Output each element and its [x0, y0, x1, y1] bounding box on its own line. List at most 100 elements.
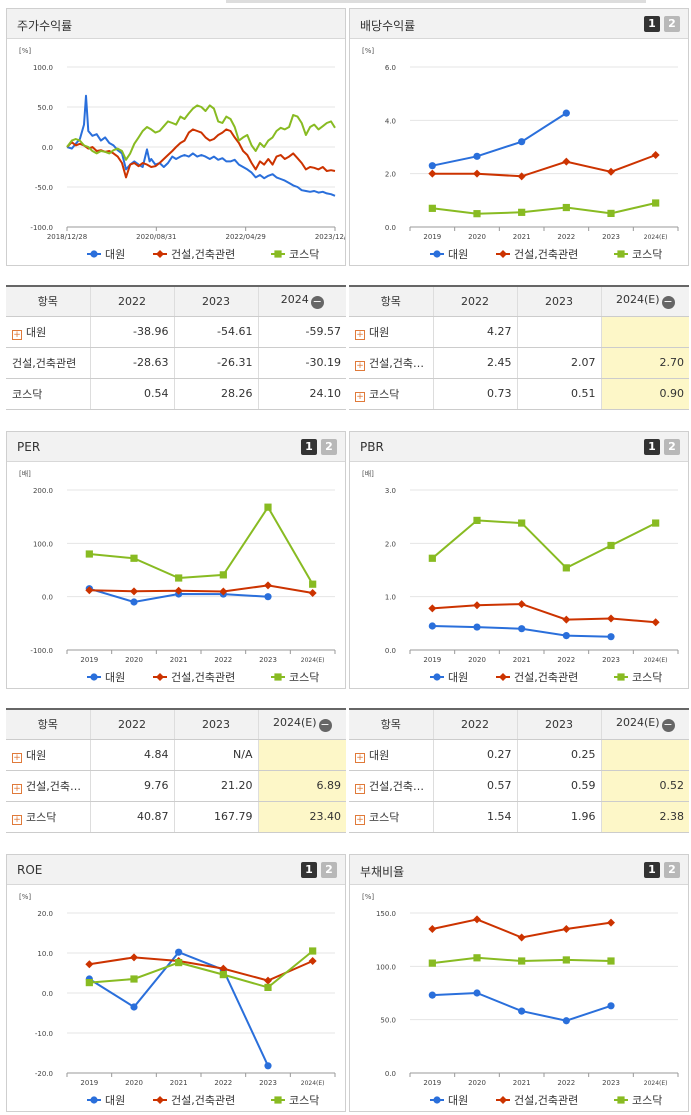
- y-tick-label: 0.0: [385, 647, 396, 655]
- unit-label: [%]: [19, 893, 31, 901]
- collapse-column-button[interactable]: −: [310, 295, 324, 310]
- legend-label: 코스닥: [632, 671, 662, 684]
- row-label: + 대원: [6, 316, 90, 348]
- x-tick-label: 2021: [513, 233, 531, 241]
- chart-tab-1[interactable]: 1: [644, 16, 660, 32]
- y-tick-label: 2.0: [385, 540, 396, 548]
- x-tick-label: 2023: [602, 1079, 620, 1087]
- data-point: [428, 604, 437, 613]
- y-tick-label: 6.0: [385, 64, 396, 72]
- column-header-label: 2024(E): [272, 716, 317, 730]
- table-cell: 28.26: [173, 378, 258, 410]
- expand-row-button[interactable]: +: [12, 752, 22, 763]
- chart-tab-2[interactable]: 2: [321, 862, 337, 878]
- chart-tab-1[interactable]: 1: [301, 862, 317, 878]
- column-header-label: 2022: [461, 717, 489, 731]
- table-cell: 2.07: [516, 347, 601, 379]
- column-header-label: 항목: [37, 718, 58, 732]
- unit-label: [%]: [362, 47, 374, 55]
- expand-row-button[interactable]: +: [355, 783, 365, 794]
- x-tick-label: 2022: [557, 656, 575, 664]
- x-tick-label: 2021: [170, 1079, 188, 1087]
- data-point: [518, 138, 526, 146]
- collapse-column-button[interactable]: −: [318, 718, 332, 733]
- chart-tab-1[interactable]: 1: [644, 862, 660, 878]
- data-point: [473, 623, 481, 631]
- expand-row-button[interactable]: +: [355, 752, 365, 763]
- y-tick-label: 10.0: [37, 950, 53, 958]
- series-line: [88, 951, 269, 1067]
- x-tick-label: 2023: [259, 656, 277, 664]
- header-row: 항목 2022 2023 2024(E) −: [6, 709, 346, 740]
- data-point: [130, 953, 138, 962]
- data-point: [264, 503, 272, 511]
- row-label: + 건설,건축관련: [6, 770, 90, 802]
- column-header: 항목: [349, 286, 433, 317]
- chart-tab-1[interactable]: 1: [644, 439, 660, 455]
- data-point: [130, 587, 138, 596]
- x-tick-label: 2020: [468, 233, 486, 241]
- table-row: + 대원 0.27 0.25: [349, 739, 689, 771]
- data-point: [264, 1062, 272, 1070]
- column-header-label: 2022: [461, 294, 489, 308]
- table-row: + 건설,건축관련 0.57 0.59 0.52: [349, 770, 689, 802]
- panel-title: PBR: [360, 440, 384, 454]
- chart-tab-2[interactable]: 2: [664, 16, 680, 32]
- plot-area: [428, 516, 660, 641]
- top-tab-strip: [226, 0, 646, 3]
- stock-return-panel: 주가수익률 [%] 100.0 50.0 0.0 -50.0 -100.0 2018/12/…: [6, 8, 355, 266]
- row-label-text: 대원: [26, 748, 47, 762]
- data-point: [473, 954, 481, 962]
- legend-label: 건설,건축관련: [514, 248, 578, 261]
- collapse-column-button[interactable]: −: [661, 718, 675, 733]
- legend-label: 대원: [448, 1094, 468, 1107]
- collapse-column-button[interactable]: −: [661, 295, 675, 310]
- expand-row-button[interactable]: +: [12, 783, 22, 794]
- column-header-label: 항목: [37, 295, 58, 309]
- data-point: [90, 673, 98, 681]
- expand-row-button[interactable]: +: [355, 814, 365, 825]
- expand-row-button[interactable]: +: [12, 329, 22, 340]
- chart-tab-2[interactable]: 2: [664, 439, 680, 455]
- table-cell: 2.38: [600, 801, 689, 833]
- data-point: [428, 991, 436, 999]
- legend: 대원 건설,건축관련 코스닥: [87, 248, 319, 261]
- data-point: [433, 250, 441, 258]
- expand-row-button[interactable]: +: [12, 814, 22, 825]
- row-label-text: 코스닥: [26, 810, 57, 824]
- row-label-text: 건설,건축관련: [26, 779, 90, 793]
- y-tick-label: 0.0: [42, 990, 53, 998]
- legend-label: 코스닥: [289, 1094, 319, 1107]
- expand-row-button[interactable]: +: [355, 391, 365, 402]
- data-point: [130, 554, 138, 562]
- chart-tab-1[interactable]: 1: [301, 439, 317, 455]
- legend: 대원 건설,건축관련 코스닥: [430, 671, 662, 684]
- x-tick-label: 2019: [423, 1079, 441, 1087]
- per-chart: [배] 200.0 100.0 0.0 -100.0 2019 2020 2021 2022 20…: [19, 469, 336, 684]
- grid: [67, 912, 335, 1074]
- data-point: [428, 204, 436, 212]
- data-point: [473, 210, 481, 218]
- table-cell: 6.89: [257, 770, 346, 802]
- y-tick-label: -100.0: [30, 224, 53, 232]
- series-line: [432, 991, 612, 1022]
- plot-area: [85, 503, 317, 606]
- column-header-label: 2023: [545, 717, 573, 731]
- y-tick-label: -20.0: [35, 1070, 53, 1078]
- data-point: [518, 519, 526, 527]
- y-tick-label: 3.0: [385, 487, 396, 495]
- chart-tab-2[interactable]: 2: [321, 439, 337, 455]
- data-point: [607, 209, 615, 217]
- data-point: [428, 554, 436, 562]
- column-header: 2023: [516, 286, 601, 317]
- expand-row-button[interactable]: +: [355, 329, 365, 340]
- legend: 대원 건설,건축관련 코스닥: [87, 1094, 319, 1107]
- chart-tab-2[interactable]: 2: [664, 862, 680, 878]
- expand-row-button[interactable]: +: [355, 360, 365, 371]
- data-point: [562, 956, 570, 964]
- column-header-label: 2024(E): [615, 716, 660, 730]
- data-point: [428, 959, 436, 967]
- header-row: 항목 2022 2023 2024(E) −: [349, 709, 689, 740]
- y-tick-label: 0.0: [385, 1070, 396, 1078]
